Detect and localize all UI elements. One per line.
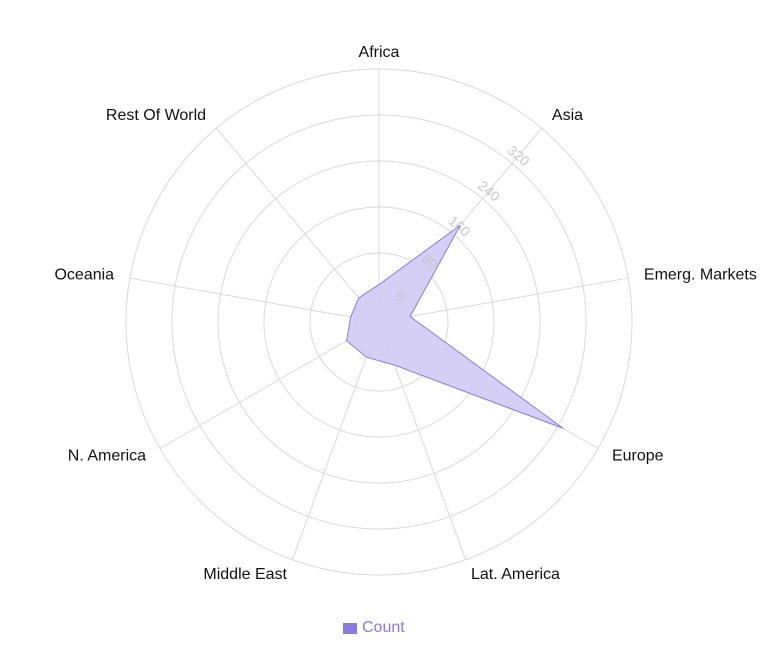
category-label: Oceania xyxy=(54,267,114,284)
category-label: Rest Of World xyxy=(106,107,206,124)
legend[interactable]: Count xyxy=(343,619,405,637)
spoke-line xyxy=(129,277,380,323)
spoke-line xyxy=(159,321,380,449)
tick-label: 320 xyxy=(505,142,533,169)
category-labels: Africa Asia Emerg. Markets Europe Lat. Ameri… xyxy=(54,44,756,583)
category-label: Lat. America xyxy=(471,566,560,583)
category-label: Asia xyxy=(552,107,583,124)
category-label: Europe xyxy=(612,448,664,465)
spoke-line xyxy=(215,127,380,323)
category-label: N. America xyxy=(68,448,146,465)
tick-label: 240 xyxy=(475,177,503,204)
series-layer xyxy=(346,224,564,429)
category-label: Emerg. Markets xyxy=(644,267,757,284)
legend-swatch xyxy=(343,622,357,634)
legend-label-count: Count xyxy=(362,619,405,636)
series-polygon-count[interactable] xyxy=(346,224,564,429)
category-label: Middle East xyxy=(203,566,287,583)
category-label: Africa xyxy=(359,44,400,61)
spoke-line xyxy=(291,321,380,560)
spoke-line xyxy=(378,277,629,323)
